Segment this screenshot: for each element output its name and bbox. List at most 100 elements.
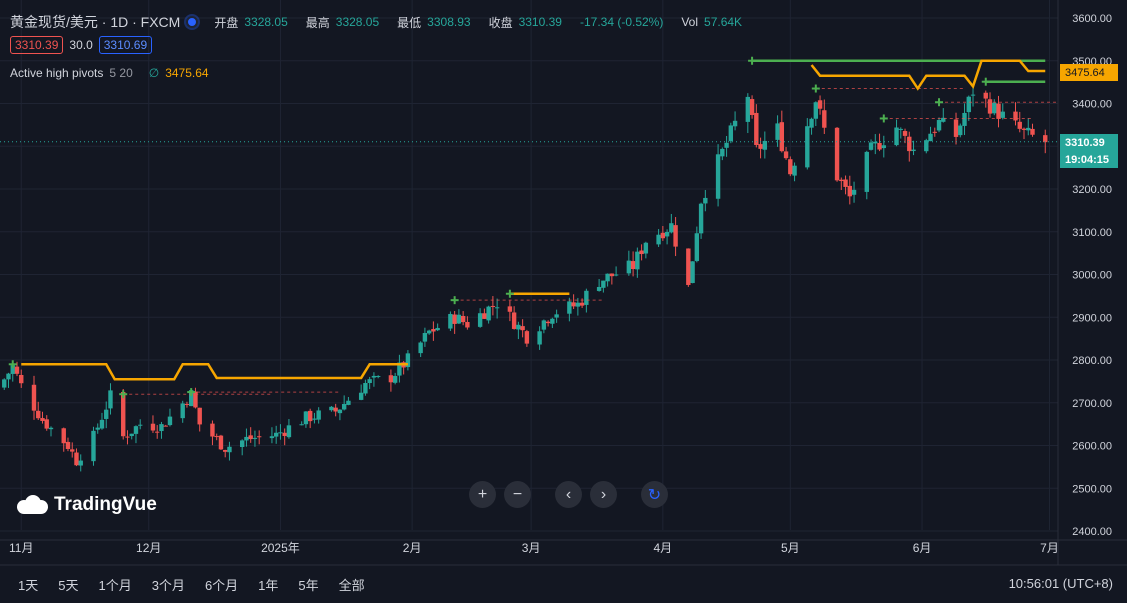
candle-body [720,148,725,157]
candle-body [40,418,45,421]
candle-body [189,390,194,407]
candle-body [567,301,572,314]
candle-body [333,407,338,412]
x-tick-label: 12月 [136,541,161,555]
range-button[interactable]: 全部 [338,577,365,593]
candle-body [656,234,661,245]
candle-body [422,332,428,342]
candle-body [894,127,899,146]
candle-body [924,140,929,152]
reset-icon[interactable]: ↻ [641,481,668,508]
y-tick-label: 3000.00 [1072,270,1112,282]
candle-body [256,436,262,438]
candle-body [448,313,453,329]
candle-body [507,306,513,312]
candle-body [456,314,462,324]
candle-body [520,326,525,331]
candle-body [643,242,649,254]
candle-body [966,96,971,113]
candle-body [61,428,66,444]
chart-title[interactable]: 黄金现货/美元 · 1D · FXCM [10,14,181,30]
minus-icon[interactable]: − [504,481,531,508]
clock[interactable]: 10:56:01 (UTC+8) [1008,576,1113,591]
candle-body [184,403,190,405]
candle-body [180,403,185,419]
candle-body [31,384,37,411]
open-label: 开盘 [214,15,239,30]
candle-body [686,248,691,285]
indicator-name: Active high pivots [10,66,104,80]
candle-body [397,362,402,376]
chevron-left-icon[interactable]: ‹ [555,481,582,508]
y-tick-label: 2500.00 [1072,483,1112,495]
range-button[interactable]: 1个月 [98,577,132,593]
candle-body [121,391,126,437]
candle-body [728,125,734,142]
sell-price-button[interactable]: 3310.39 [10,36,64,54]
y-tick-label: 2400.00 [1072,526,1112,538]
range-button[interactable]: 5年 [298,577,319,593]
x-tick-label: 4月 [653,541,672,555]
chevron-right-icon[interactable]: › [590,481,617,508]
plot-area [0,0,1058,540]
candle-body [1026,127,1031,131]
low-value: 3308.93 [427,15,471,29]
candle-body [197,407,202,425]
spread-value: 30.0 [69,38,93,52]
open-value: 3328.05 [244,15,288,29]
candle-body [813,102,819,119]
candle-body [316,410,321,420]
candle-body [150,423,156,431]
plus-icon[interactable]: + [469,481,496,508]
candle-body [635,251,640,270]
candle-body [133,426,139,434]
range-button[interactable]: 3个月 [151,577,185,593]
candle-body [601,280,606,288]
candle-body [14,366,20,374]
candle-body [465,321,470,328]
candle-body [435,327,440,331]
candle-body [490,305,496,307]
buy-price-button[interactable]: 3310.69 [98,36,153,54]
range-button[interactable]: 5天 [58,577,79,593]
range-button[interactable]: 6个月 [204,577,239,593]
candle-body [244,436,249,441]
range-button[interactable]: 1天 [18,577,39,593]
candle-body [541,320,547,330]
candle-body [248,435,253,440]
candle-body [371,375,377,378]
indicator-legend[interactable]: Active high pivots 5 20 ∅ 3475.64 [10,66,209,80]
candle-body [928,133,933,142]
candle-body [10,365,15,374]
candle-body [834,127,840,181]
candle-body [418,342,423,354]
y-tick-label: 2800.00 [1072,355,1112,367]
x-tick-label: 6月 [913,541,932,555]
candle-body [1000,111,1005,118]
candle-body [694,233,700,262]
candle-body [898,128,903,130]
candle-body [698,203,704,234]
y-tick-label: 3600.00 [1072,13,1112,25]
candle-body [74,452,79,466]
candle-body [1030,128,1035,135]
candle-body [724,142,729,148]
candle-body [108,390,113,409]
candle-body [877,142,882,150]
range-button[interactable]: 1年 [258,577,279,593]
candle-body [873,141,878,144]
candle-body [550,318,555,324]
candle-body [99,419,105,429]
candle-body [745,96,751,122]
candle-body [613,274,619,276]
candle-body [962,112,967,126]
candle-body [70,449,75,452]
x-tick-label: 7月 [1040,541,1059,555]
candle-body [78,460,83,466]
indicator-params: 5 20 [109,66,133,80]
pivot-price-tag: 3475.64 [1060,64,1118,81]
candle-body [822,110,827,128]
candle-body [278,432,283,434]
low-label: 最低 [397,15,422,30]
